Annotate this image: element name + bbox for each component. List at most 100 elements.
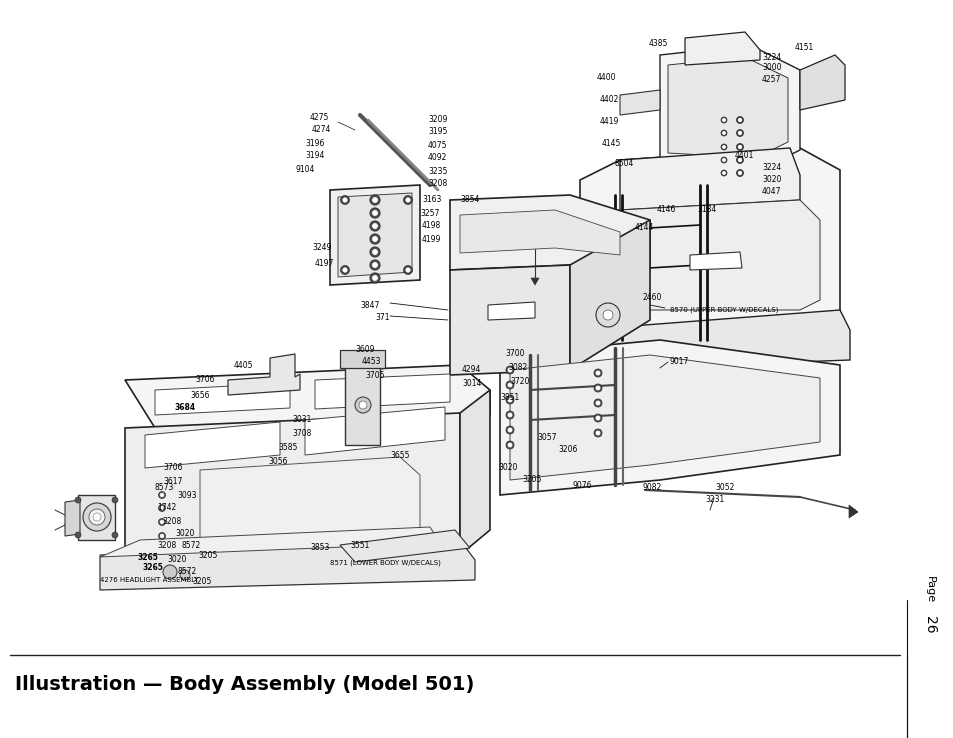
Text: 8573: 8573	[154, 483, 174, 492]
Circle shape	[507, 413, 512, 417]
Text: 3000: 3000	[761, 63, 781, 72]
Circle shape	[89, 509, 105, 525]
Text: 4075: 4075	[428, 140, 447, 150]
Text: 3020: 3020	[497, 463, 517, 472]
Polygon shape	[337, 193, 412, 277]
Circle shape	[505, 441, 514, 449]
Text: 9017: 9017	[669, 357, 689, 367]
Circle shape	[370, 234, 379, 244]
Text: 9104: 9104	[295, 165, 315, 174]
Polygon shape	[459, 390, 490, 555]
Circle shape	[370, 247, 379, 257]
Polygon shape	[667, 57, 787, 158]
Polygon shape	[339, 530, 470, 562]
Circle shape	[736, 117, 742, 123]
Polygon shape	[499, 340, 840, 495]
Text: 8504: 8504	[615, 159, 634, 168]
Circle shape	[596, 386, 599, 390]
Text: 3706: 3706	[194, 376, 214, 384]
Text: 3056: 3056	[268, 458, 287, 466]
Text: 3014: 3014	[461, 379, 481, 387]
Text: 3551: 3551	[350, 542, 369, 551]
Text: 371: 371	[375, 314, 389, 323]
Circle shape	[721, 171, 724, 174]
Text: 3194: 3194	[305, 151, 324, 159]
Text: 4047: 4047	[761, 187, 781, 196]
Text: 8571 (LOWER BODY W/DECALS): 8571 (LOWER BODY W/DECALS)	[330, 559, 440, 566]
Text: 4294: 4294	[461, 365, 481, 374]
Text: 4276 HEADLIGHT ASSEMBLY: 4276 HEADLIGHT ASSEMBLY	[100, 577, 198, 583]
Circle shape	[507, 428, 512, 432]
Circle shape	[403, 196, 412, 204]
Text: 4400: 4400	[597, 74, 616, 83]
Circle shape	[736, 143, 742, 151]
Circle shape	[594, 399, 601, 407]
Text: 4401: 4401	[734, 151, 754, 159]
Circle shape	[738, 145, 741, 149]
Text: 4197: 4197	[314, 258, 334, 267]
Text: 4257: 4257	[761, 75, 781, 83]
Text: 3206: 3206	[558, 446, 577, 455]
Text: 3617: 3617	[163, 477, 182, 486]
Text: 3020: 3020	[761, 176, 781, 184]
Circle shape	[736, 156, 742, 164]
Text: 4198: 4198	[421, 221, 441, 230]
Circle shape	[720, 130, 726, 136]
Text: 3700: 3700	[504, 350, 524, 359]
Text: 4453: 4453	[361, 357, 381, 367]
Text: 3208: 3208	[157, 540, 176, 550]
Circle shape	[721, 145, 724, 148]
Text: 4405: 4405	[233, 360, 253, 370]
Polygon shape	[659, 45, 800, 170]
Polygon shape	[450, 195, 649, 270]
Text: 3020: 3020	[167, 556, 186, 565]
Circle shape	[158, 533, 165, 539]
Text: 8572: 8572	[178, 568, 197, 576]
Circle shape	[355, 397, 371, 413]
Text: 3706: 3706	[163, 463, 182, 472]
Text: 4274: 4274	[312, 125, 331, 134]
Circle shape	[596, 303, 619, 327]
Text: 3684: 3684	[174, 404, 196, 413]
Text: 3720: 3720	[510, 378, 529, 387]
Text: 9076: 9076	[573, 480, 592, 489]
Circle shape	[160, 506, 164, 510]
Circle shape	[372, 236, 377, 241]
Polygon shape	[154, 383, 290, 415]
Text: 3205: 3205	[198, 551, 217, 559]
Polygon shape	[125, 365, 490, 428]
Circle shape	[505, 366, 514, 374]
Circle shape	[372, 249, 377, 255]
Text: 3656: 3656	[190, 390, 210, 399]
Polygon shape	[579, 148, 840, 340]
Text: 3020: 3020	[174, 529, 194, 539]
Polygon shape	[450, 265, 569, 375]
Polygon shape	[459, 210, 619, 255]
Bar	[339, 350, 385, 368]
Circle shape	[372, 263, 377, 267]
Circle shape	[372, 275, 377, 280]
Circle shape	[596, 416, 599, 420]
Circle shape	[340, 196, 349, 204]
Circle shape	[738, 131, 741, 135]
Circle shape	[596, 431, 599, 435]
Circle shape	[405, 198, 410, 202]
Circle shape	[75, 497, 81, 503]
Polygon shape	[579, 310, 849, 370]
Text: 4151: 4151	[794, 43, 814, 52]
Polygon shape	[619, 90, 659, 115]
Text: Illustration — Body Assembly (Model 501): Illustration — Body Assembly (Model 501)	[15, 675, 474, 694]
Circle shape	[342, 268, 347, 272]
Text: 4092: 4092	[428, 154, 447, 162]
Text: 3196: 3196	[305, 139, 324, 148]
Circle shape	[370, 273, 379, 283]
Circle shape	[372, 198, 377, 202]
Text: 3057: 3057	[537, 432, 556, 441]
Circle shape	[596, 401, 599, 405]
Text: 4144: 4144	[635, 224, 654, 232]
Polygon shape	[800, 55, 844, 110]
Circle shape	[596, 371, 599, 375]
Polygon shape	[531, 278, 538, 285]
Text: 4275: 4275	[310, 114, 329, 123]
Circle shape	[83, 503, 111, 531]
